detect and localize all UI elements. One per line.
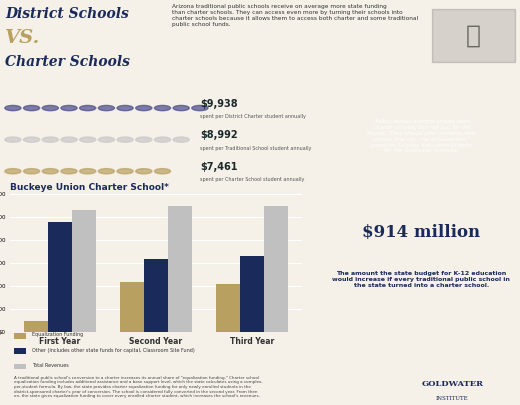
Circle shape xyxy=(136,168,152,174)
Bar xyxy=(14,348,26,354)
Circle shape xyxy=(192,105,208,111)
Bar xyxy=(264,206,289,332)
Text: Buckeye Union Charter School*: Buckeye Union Charter School* xyxy=(10,183,170,192)
Bar xyxy=(23,321,48,332)
Text: District Schools: District Schools xyxy=(5,7,129,21)
Text: A traditional public school's conversion to a charter increases its annual share: A traditional public school's conversion… xyxy=(14,376,263,398)
Circle shape xyxy=(42,137,58,142)
Circle shape xyxy=(61,168,77,174)
Text: Total Revenues: Total Revenues xyxy=(32,363,69,368)
Text: Arizona traditional public schools receive on average more state funding
than ch: Arizona traditional public schools recei… xyxy=(172,4,418,27)
Bar xyxy=(144,259,168,332)
Circle shape xyxy=(23,137,40,142)
Circle shape xyxy=(61,105,77,111)
Bar xyxy=(48,222,72,332)
Circle shape xyxy=(5,168,21,174)
Text: $7,461: $7,461 xyxy=(200,162,238,172)
Text: $9,938: $9,938 xyxy=(200,99,238,109)
Circle shape xyxy=(5,105,21,111)
Text: $8,992: $8,992 xyxy=(200,130,238,141)
Circle shape xyxy=(5,137,21,142)
Circle shape xyxy=(117,105,133,111)
Circle shape xyxy=(98,137,114,142)
Circle shape xyxy=(80,105,96,111)
Circle shape xyxy=(136,137,152,142)
Circle shape xyxy=(98,168,114,174)
Text: GOLDWATER: GOLDWATER xyxy=(421,380,484,388)
Circle shape xyxy=(154,137,171,142)
Circle shape xyxy=(173,137,189,142)
Text: VS.: VS. xyxy=(5,28,41,47)
Circle shape xyxy=(98,105,114,111)
Circle shape xyxy=(80,168,96,174)
Circle shape xyxy=(23,105,40,111)
Text: "Public school districts should open
charter schools, but not just for the
money: "Public school districts should open cha… xyxy=(367,119,476,153)
Bar xyxy=(72,211,96,332)
Text: Other (includes other state funds for capital, Classroom Site Fund): Other (includes other state funds for ca… xyxy=(32,348,195,353)
FancyBboxPatch shape xyxy=(432,9,515,62)
Circle shape xyxy=(154,168,171,174)
Circle shape xyxy=(23,168,40,174)
Circle shape xyxy=(61,137,77,142)
Text: spent per District Charter student annually: spent per District Charter student annua… xyxy=(200,114,306,119)
Circle shape xyxy=(80,137,96,142)
Text: $914 million: $914 million xyxy=(362,224,480,241)
Bar xyxy=(120,281,144,332)
Circle shape xyxy=(117,168,133,174)
Text: The amount the state budget for K-12 education
would increase if every tradition: The amount the state budget for K-12 edu… xyxy=(332,271,510,288)
Circle shape xyxy=(173,105,189,111)
Text: INSTITUTE: INSTITUTE xyxy=(436,396,469,401)
Bar xyxy=(168,206,192,332)
Circle shape xyxy=(42,168,58,174)
Text: Charter Schools: Charter Schools xyxy=(5,55,130,69)
Text: spent per Charter School student annually: spent per Charter School student annuall… xyxy=(200,177,304,182)
Text: 🚌: 🚌 xyxy=(466,23,480,48)
Text: spent per Traditional School student annually: spent per Traditional School student ann… xyxy=(200,145,311,151)
Bar xyxy=(14,333,26,339)
Circle shape xyxy=(154,105,171,111)
Bar xyxy=(216,284,240,332)
Bar xyxy=(14,364,26,369)
Bar xyxy=(240,256,264,332)
Text: Equalization Funding: Equalization Funding xyxy=(32,333,84,337)
Circle shape xyxy=(136,105,152,111)
Circle shape xyxy=(42,105,58,111)
Circle shape xyxy=(117,137,133,142)
